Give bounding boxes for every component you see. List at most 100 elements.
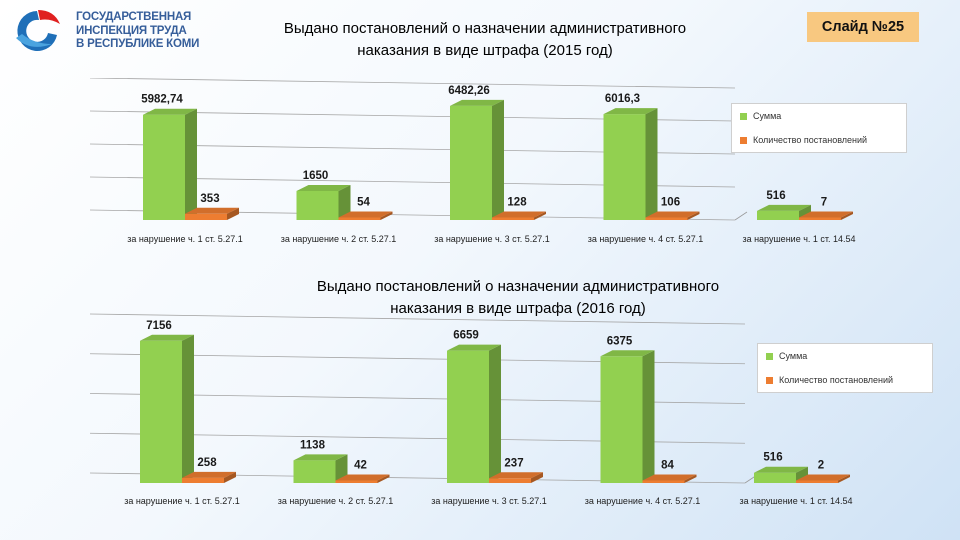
bar (642, 480, 685, 483)
bar-top (796, 474, 850, 481)
bar (293, 460, 336, 483)
bar (338, 217, 381, 220)
data-label: 7 (821, 197, 827, 209)
chart-title-2015: Выдано постановлений о назначении админи… (235, 18, 735, 62)
legend-label: Количество постановлений (753, 135, 868, 145)
logo-emblem-icon (16, 10, 60, 51)
category-label: за нарушение ч. 4 ст. 5.27.1 (585, 496, 701, 506)
bar-side (335, 454, 348, 483)
data-label: 84 (661, 460, 674, 472)
data-label: 6016,3 (605, 93, 640, 105)
legend-item: Сумма (740, 111, 781, 121)
bar-side (687, 211, 700, 220)
legend-item: Сумма (766, 351, 807, 361)
bar-side (838, 474, 850, 483)
logo-line: ИНСПЕКЦИЯ ТРУДА (76, 24, 187, 37)
bar-top (489, 472, 543, 479)
data-label: 516 (763, 452, 782, 464)
category-label: за нарушение ч. 2 ст. 5.27.1 (278, 496, 394, 506)
chart-title-line: наказания в виде штрафа (2015 год) (357, 42, 613, 59)
legend-swatch-orange (740, 136, 747, 144)
bar-side (182, 334, 194, 483)
bar (140, 340, 182, 483)
bar-side (531, 472, 543, 483)
data-label: 258 (197, 457, 217, 469)
slide-number-badge: Слайд №25 (807, 12, 919, 42)
bar-side (185, 108, 197, 220)
legend-label: Сумма (779, 351, 808, 361)
legend-item: Количество постановлений (766, 375, 893, 385)
category-label: за нарушение ч. 1 ст. 5.27.1 (127, 234, 243, 244)
bar (754, 472, 796, 483)
legend-label: Количество постановлений (779, 375, 894, 385)
gridline (89, 78, 736, 89)
bar-chart-2016: 7156 258 за нарушение ч. 1 ст. 5.27.1 1138 4… (89, 313, 853, 506)
logo: ГОСУДАРСТВЕННАЯ ИНСПЕКЦИЯ ТРУДА В РЕСПУБ… (10, 8, 210, 56)
data-label: 353 (200, 193, 219, 205)
data-label: 516 (766, 190, 785, 202)
bar-top (799, 211, 853, 218)
category-label: за нарушение ч. 1 ст. 5.27.1 (124, 496, 240, 506)
bar-side (796, 466, 808, 483)
bar-side (489, 344, 501, 483)
bar-chart-2015: 5982,74 353 за нарушение ч. 1 ст. 5.27.1 16… (89, 78, 856, 244)
category-label: за нарушение ч. 2 ст. 5.27.1 (281, 234, 397, 244)
floor-edge (734, 211, 748, 221)
bar-top (335, 474, 390, 481)
bar-side (224, 471, 236, 483)
data-label: 1138 (300, 439, 326, 451)
data-label: 237 (504, 457, 523, 469)
bar-top (757, 204, 811, 211)
data-label: 54 (357, 197, 370, 209)
bar-top (185, 207, 239, 214)
data-label: 5982,74 (141, 94, 183, 106)
data-label: 1650 (303, 170, 329, 182)
bar-top (140, 334, 194, 341)
chart-title-2016: Выдано постановлений о назначении админи… (268, 276, 768, 320)
bar-top (293, 454, 348, 461)
bar-top (143, 108, 197, 115)
legend-item: Количество постановлений (740, 135, 867, 145)
category-label: за нарушение ч. 3 ст. 5.27.1 (431, 496, 547, 506)
category-label: за нарушение ч. 3 ст. 5.27.1 (434, 234, 550, 244)
bar-top (642, 474, 697, 481)
category-label: за нарушение ч. 1 ст. 14.54 (742, 234, 855, 244)
bar-side (377, 474, 390, 483)
bar-side (338, 184, 351, 220)
logo-line: ГОСУДАРСТВЕННАЯ (76, 11, 192, 23)
data-label: 7156 (146, 320, 172, 332)
category-label: за нарушение ч. 4 ст. 5.27.1 (588, 234, 704, 244)
data-label: 6659 (453, 330, 479, 342)
bar (447, 350, 489, 483)
bar-top (603, 108, 658, 115)
category-label: за нарушение ч. 1 ст. 14.54 (739, 496, 852, 506)
bar-side (227, 207, 239, 220)
bar-side (492, 99, 504, 220)
chart-legend-2015: Сумма Количество постановлений (731, 103, 907, 153)
gridline (89, 313, 746, 325)
bar (603, 114, 646, 220)
bar-top (600, 350, 655, 357)
bar (143, 114, 185, 220)
bar-side (645, 108, 658, 220)
bar (799, 217, 841, 220)
bar-side (841, 211, 853, 220)
bar-side (684, 474, 697, 483)
bar-top (338, 211, 393, 218)
data-label: 6375 (607, 335, 633, 347)
bar (757, 210, 799, 220)
data-label: 6482,26 (448, 85, 490, 97)
logo-line: В РЕСПУБЛИКЕ КОМИ (76, 38, 200, 50)
data-label: 2 (818, 460, 824, 472)
bar (450, 105, 492, 220)
data-label: 106 (661, 197, 680, 209)
bar (492, 217, 534, 220)
data-label: 128 (507, 197, 527, 209)
bar-top (754, 466, 808, 473)
bar (489, 478, 531, 483)
chart-title-line: Выдано постановлений о назначении админи… (283, 20, 687, 37)
bar (185, 213, 227, 220)
bar-top (296, 184, 351, 191)
bar-side (642, 350, 655, 483)
chart-title-line: Выдано постановлений о назначении админи… (316, 278, 720, 295)
